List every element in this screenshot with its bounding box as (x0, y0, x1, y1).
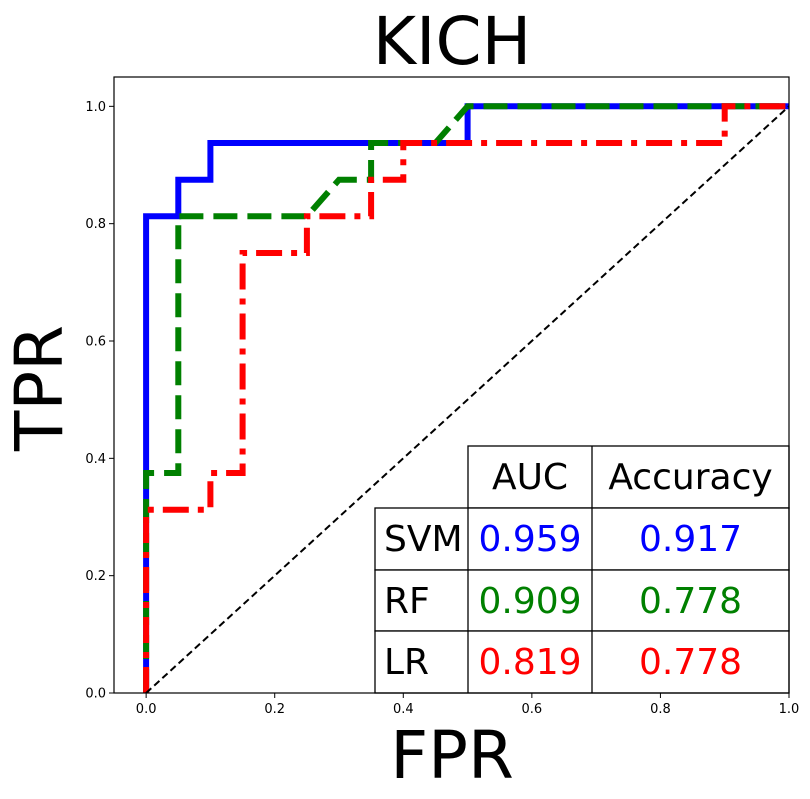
table-accuracy-lr: 0.778 (639, 642, 742, 683)
y-tick-label: 0.0 (85, 687, 106, 702)
table-header-accuracy: Accuracy (608, 457, 772, 498)
table-header-bg (467, 445, 790, 509)
table-header-auc: AUC (492, 457, 568, 498)
plot-frame (113, 76, 790, 694)
x-tick-label: 0.6 (522, 702, 543, 717)
x-tick-label: 0.8 (650, 702, 671, 717)
metrics-table: AUC Accuracy SVM 0.959 0.917 RF 0.909 0.778 LR 0.… (374, 445, 790, 694)
x-tick-label: 0.4 (393, 702, 414, 717)
table-auc-svm: 0.959 (478, 519, 581, 560)
x-tick-label: 1.0 (779, 702, 800, 717)
x-tick-label: 0.2 (264, 702, 285, 717)
chart-title: KICH (373, 3, 531, 80)
series-line-lr (143, 103, 789, 693)
y-axis-label: TPR (1, 325, 78, 452)
series-line-rf (143, 103, 789, 693)
table-label-svm: SVM (384, 519, 463, 560)
y-tick-label: 1.0 (85, 100, 106, 115)
axes: 0.0 0.2 0.4 0.6 0.8 1.0 0.0 0.2 0.4 0.6 0.8 1.0 (85, 76, 800, 717)
table-row-lr (374, 630, 790, 694)
y-tick-label: 0.4 (85, 452, 106, 467)
y-tick-label: 0.2 (85, 569, 106, 584)
x-tick-label: 0.0 (136, 702, 157, 717)
diagonal-reference-line (145, 105, 789, 693)
table-row-rf (374, 569, 790, 632)
table-label-lr: LR (384, 642, 429, 683)
plot-area (143, 103, 789, 693)
series-group (143, 103, 789, 693)
table-accuracy-svm: 0.917 (639, 519, 742, 560)
y-tick-label: 0.6 (85, 335, 106, 350)
series-line-svm (143, 103, 789, 693)
table-auc-lr: 0.819 (478, 642, 581, 683)
table-accuracy-rf: 0.778 (639, 581, 742, 622)
x-axis-label: FPR (390, 717, 514, 794)
table-label-rf: RF (384, 581, 430, 622)
y-tick-label: 0.8 (85, 217, 106, 232)
table-auc-rf: 0.909 (478, 581, 581, 622)
